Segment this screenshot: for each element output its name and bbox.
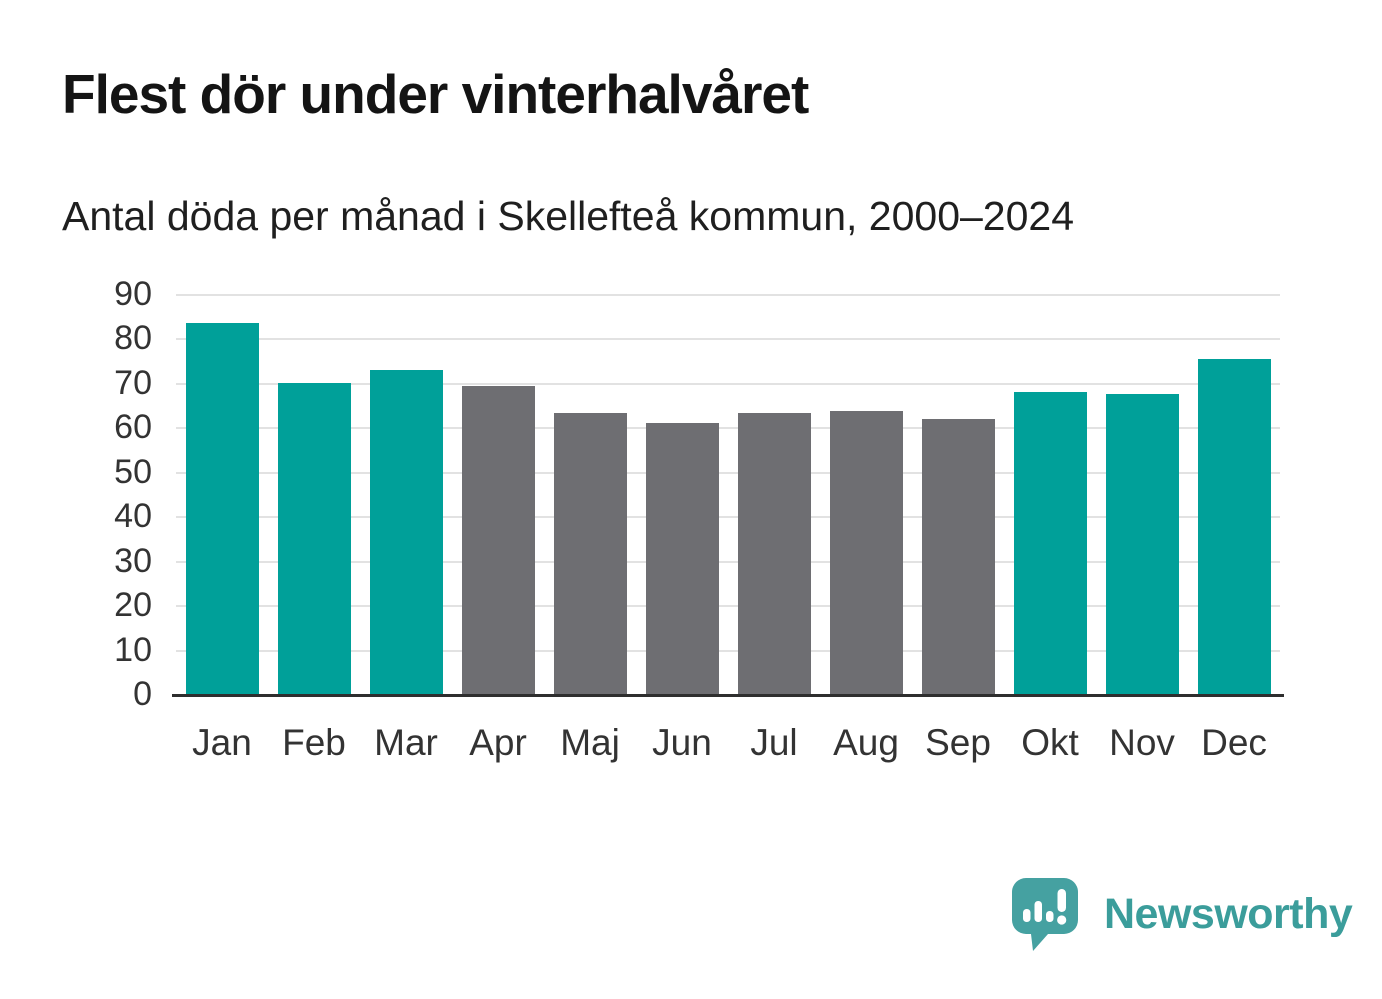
bar-nov xyxy=(1105,394,1179,695)
gridline-y70 xyxy=(176,382,1280,385)
gridline-y90 xyxy=(176,294,1280,296)
x-tick-label-okt: Okt xyxy=(1021,722,1079,763)
x-tick-label-apr: Apr xyxy=(469,722,527,763)
gridline-y20 xyxy=(176,605,1280,608)
x-tick-label-aug: Aug xyxy=(833,722,899,763)
logo-wordmark: Newsworthy xyxy=(1104,889,1353,938)
x-tick-label-jan: Jan xyxy=(192,722,252,763)
gridline-y40 xyxy=(176,516,1280,519)
gridline-y10 xyxy=(176,649,1280,652)
bar-apr xyxy=(461,385,535,695)
gridline-y80 xyxy=(176,338,1280,341)
y-tick-label-0: 0 xyxy=(133,675,152,713)
plot-area xyxy=(176,294,1280,695)
bar-okt xyxy=(1013,392,1087,695)
x-tick-label-maj: Maj xyxy=(560,722,620,763)
x-tick-label-mar: Mar xyxy=(374,722,438,763)
gridline-y50 xyxy=(176,471,1280,474)
bar-jun xyxy=(645,423,719,695)
x-tick-label-jun: Jun xyxy=(652,722,712,763)
bar-aug xyxy=(829,411,903,695)
y-tick-label-90: 90 xyxy=(114,275,152,313)
x-tick-label-jul: Jul xyxy=(750,722,798,763)
x-tick-label-nov: Nov xyxy=(1109,722,1175,763)
speech-bubble-bar-chart-icon xyxy=(1012,878,1078,951)
x-tick-label-dec: Dec xyxy=(1201,722,1267,763)
y-tick-label-80: 80 xyxy=(114,319,152,358)
newsworthy-logo: Newsworthy xyxy=(1008,876,1353,952)
chart-subtitle: Antal döda per månad i Skellefteå kommun… xyxy=(62,193,1075,239)
bar-sep xyxy=(921,418,995,695)
y-tick-label-50: 50 xyxy=(114,452,152,491)
bar-maj xyxy=(553,412,627,695)
bar-dec xyxy=(1197,358,1271,695)
gridline-y30 xyxy=(176,560,1280,563)
x-tick-label-feb: Feb xyxy=(282,722,346,763)
gridline-y60 xyxy=(176,427,1280,430)
y-tick-label-40: 40 xyxy=(114,497,152,536)
x-axis-line xyxy=(172,694,1284,697)
bar-jul xyxy=(737,413,811,695)
y-tick-label-30: 30 xyxy=(114,541,152,580)
y-tick-label-20: 20 xyxy=(114,586,152,625)
bar-feb xyxy=(277,383,351,695)
y-tick-label-60: 60 xyxy=(114,408,152,447)
chart-title: Flest dör under vinterhalvåret xyxy=(62,63,809,125)
x-tick-label-sep: Sep xyxy=(925,722,991,763)
bar-jan xyxy=(185,323,259,695)
y-tick-label-70: 70 xyxy=(114,363,152,402)
y-tick-label-10: 10 xyxy=(114,630,152,669)
bar-mar xyxy=(369,370,443,695)
